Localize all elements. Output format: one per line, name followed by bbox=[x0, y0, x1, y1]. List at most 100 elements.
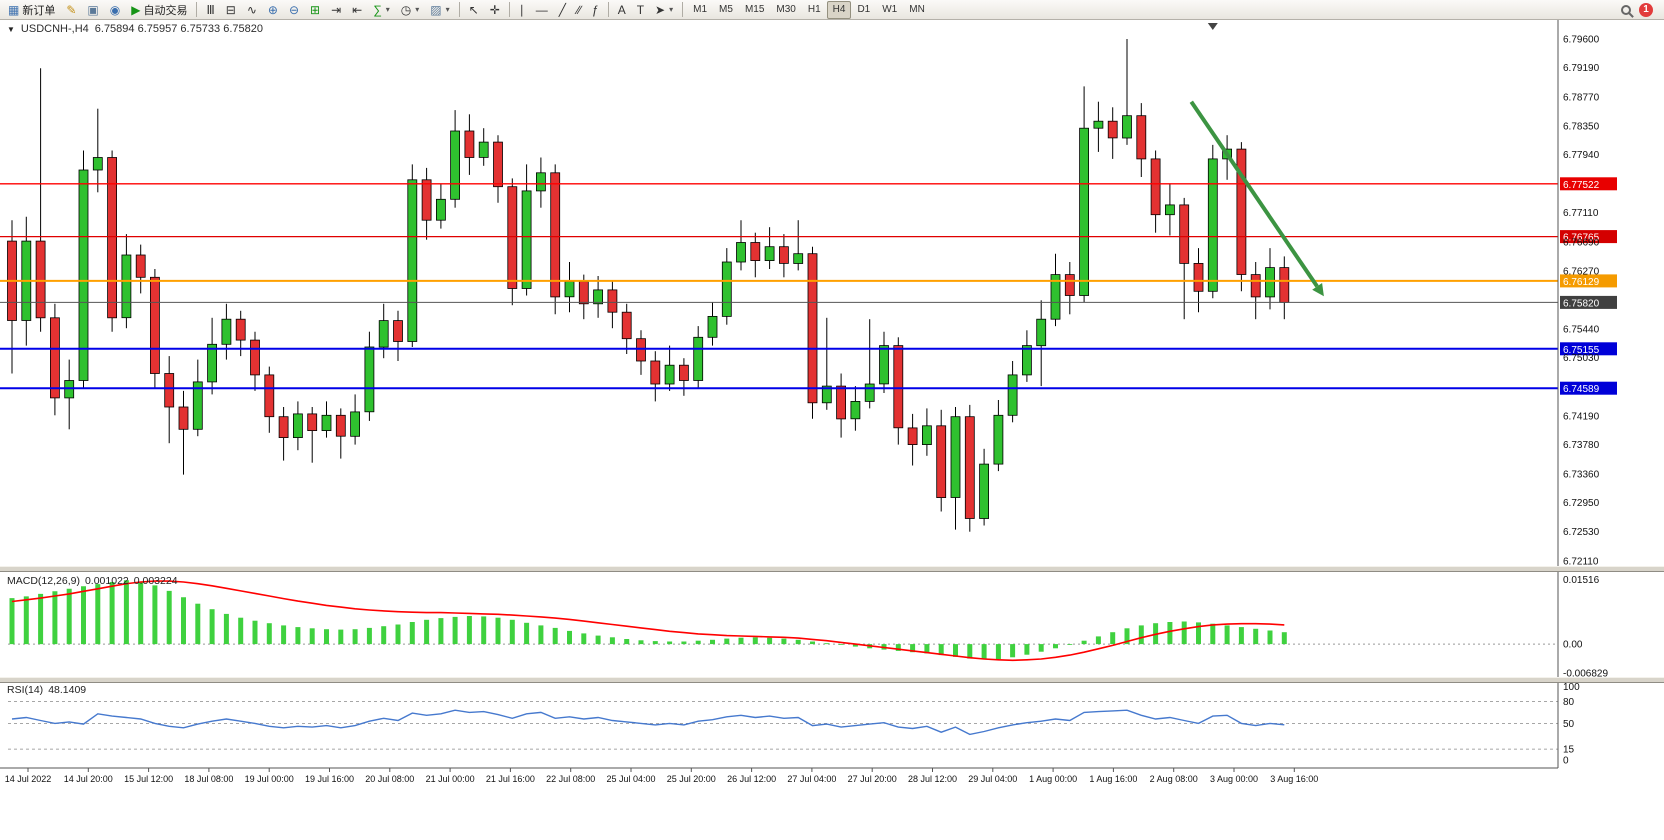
macd-tick-label: -0.006829 bbox=[1563, 669, 1608, 680]
text-button[interactable]: A bbox=[613, 1, 631, 19]
rsi-indicator-label: RSI(14) 48.1409 bbox=[7, 684, 86, 696]
levels-layer bbox=[8, 701, 1558, 750]
rsi-tick-label: 0 bbox=[1563, 756, 1569, 767]
main-toolbar: ▦ 新订单 ✎ ▣ ◉ ▶ 自动交易 Ⅲ ⊟ ∿ ⊕ ⊖ ⊞ ⇥ ⇤ ∑ ▾ ◷ bbox=[0, 0, 1664, 20]
price-level-label-text: 6.76765 bbox=[1563, 233, 1600, 244]
text-label-button[interactable]: T bbox=[632, 1, 649, 19]
indicators-button[interactable]: ∑ ▾ bbox=[368, 1, 395, 19]
timeframe-m1-button[interactable]: M1 bbox=[687, 1, 713, 19]
bull-candle bbox=[478, 141, 489, 158]
shapes-icon: ➤ bbox=[655, 2, 666, 17]
rsi-name: RSI(14) bbox=[7, 684, 44, 696]
new-order-button[interactable]: ▦ 新订单 bbox=[3, 1, 60, 19]
chart-shift-button[interactable]: ⇤ bbox=[347, 1, 367, 19]
bear-candle bbox=[550, 172, 561, 298]
price-tick-label: 6.78770 bbox=[1563, 92, 1600, 103]
symbol-menu-icon[interactable]: ▼ bbox=[7, 24, 15, 34]
chart-window: 6.77522 6.76765 6.76129 6.75820 6.75155 6.745… bbox=[0, 20, 1664, 840]
timeframe-h4-button[interactable]: H4 bbox=[826, 0, 852, 19]
notification-badge[interactable]: 1 bbox=[1639, 2, 1653, 17]
fibonacci-icon: ƒ bbox=[592, 2, 599, 17]
bear-candle bbox=[607, 289, 618, 313]
bull-candle bbox=[378, 320, 389, 348]
timeframe-m30-button[interactable]: M30 bbox=[770, 1, 801, 19]
time-tick-label: 15 Jul 12:00 bbox=[124, 774, 173, 784]
bull-candle bbox=[536, 172, 546, 192]
bull-candle bbox=[593, 289, 603, 305]
zoom-out-button[interactable]: ⊖ bbox=[284, 1, 304, 19]
shapes-button[interactable]: ➤ ▾ bbox=[650, 1, 678, 19]
bear-candle bbox=[235, 318, 246, 341]
new-order-icon: ▦ bbox=[8, 2, 20, 17]
bear-candle bbox=[1279, 267, 1290, 303]
bear-candle bbox=[893, 345, 904, 429]
horizontal-line-button[interactable]: ― bbox=[531, 1, 553, 19]
vertical-line-button[interactable]: ∣ bbox=[514, 1, 530, 19]
price-level-label bbox=[1560, 295, 1617, 309]
bull-candle bbox=[564, 281, 575, 298]
timeframe-mn-button[interactable]: MN bbox=[903, 1, 931, 19]
time-tick-label: 2 Aug 08:00 bbox=[1150, 774, 1198, 784]
price-level-label bbox=[1560, 274, 1617, 288]
trendline-button[interactable]: ╱ bbox=[554, 1, 571, 19]
periods-button[interactable]: ◷ ▾ bbox=[396, 1, 425, 19]
bear-candle bbox=[507, 186, 518, 289]
profiles-button[interactable]: ◉ bbox=[105, 1, 125, 19]
panel-separator[interactable] bbox=[0, 566, 1664, 572]
dropdown-arrow-icon: ▾ bbox=[669, 5, 674, 14]
price-tick-label: 6.72950 bbox=[1563, 498, 1600, 509]
bear-candle bbox=[936, 425, 947, 498]
auto-scroll-button[interactable]: ⇥ bbox=[326, 1, 346, 19]
tile-windows-button[interactable]: ⊞ bbox=[305, 1, 325, 19]
macd-tick-label: 0.01516 bbox=[1563, 575, 1600, 586]
bull-candle bbox=[121, 254, 132, 319]
bear-candle bbox=[1136, 115, 1147, 160]
price-tick-label: 6.73360 bbox=[1563, 469, 1600, 480]
price-chart-canvas[interactable]: 6.77522 6.76765 6.76129 6.75820 6.75155 6.745… bbox=[0, 20, 1664, 790]
templates-button[interactable]: ▨ ▾ bbox=[425, 1, 454, 19]
new-chart-button[interactable]: ▣ bbox=[82, 1, 103, 19]
bull-candle bbox=[435, 198, 446, 221]
price-level-label bbox=[1560, 177, 1617, 191]
timeframe-m5-button[interactable]: M5 bbox=[713, 1, 739, 19]
channel-button[interactable]: ∕∕ bbox=[572, 1, 586, 19]
bull-candle bbox=[521, 190, 532, 289]
channel-icon: ∕∕ bbox=[576, 2, 581, 17]
price-tick-label: 6.77110 bbox=[1563, 208, 1599, 219]
horizontal-line-icon: ― bbox=[535, 2, 548, 17]
search-icon[interactable] bbox=[1621, 4, 1631, 15]
price-tick-label: 6.78350 bbox=[1563, 122, 1600, 133]
bars-chart-button[interactable]: Ⅲ bbox=[201, 1, 219, 19]
dropdown-arrow-icon: ▾ bbox=[445, 5, 450, 14]
fibonacci-button[interactable]: ƒ bbox=[587, 1, 604, 19]
time-tick-label: 20 Jul 08:00 bbox=[365, 774, 414, 784]
bull-candle bbox=[821, 385, 832, 404]
autotrade-button[interactable]: ▶ 自动交易 bbox=[126, 1, 192, 19]
rsi-tick-label: 80 bbox=[1563, 697, 1575, 708]
bull-candle bbox=[850, 400, 861, 420]
metaeditor-button[interactable]: ✎ bbox=[61, 1, 81, 19]
macd-value-signal: 0.003224 bbox=[133, 575, 178, 587]
time-tick-label: 21 Jul 16:00 bbox=[486, 774, 535, 784]
candles-chart-button[interactable]: ⊟ bbox=[221, 1, 241, 19]
bull-candle bbox=[922, 425, 932, 445]
price-tick-label: 6.76690 bbox=[1563, 237, 1600, 248]
time-tick-label: 14 Jul 2022 bbox=[5, 774, 52, 784]
price-tick-label: 6.75030 bbox=[1563, 353, 1600, 364]
trendline-icon: ╱ bbox=[558, 2, 566, 17]
line-chart-button[interactable]: ∿ bbox=[242, 1, 262, 19]
bear-candle bbox=[1064, 274, 1075, 296]
panel-separator[interactable] bbox=[0, 677, 1664, 683]
tile-windows-icon: ⊞ bbox=[310, 2, 321, 17]
cursor-button[interactable]: ↖ bbox=[464, 1, 484, 19]
macd-value-main: 0.001022 bbox=[84, 575, 129, 587]
timeframe-m15-button[interactable]: M15 bbox=[739, 1, 770, 19]
time-tick-label: 29 Jul 04:00 bbox=[968, 774, 1017, 784]
crosshair-button[interactable]: ✛ bbox=[485, 1, 505, 19]
timeframe-d1-button[interactable]: D1 bbox=[851, 1, 876, 19]
zoom-in-button[interactable]: ⊕ bbox=[263, 1, 283, 19]
timeframe-h1-button[interactable]: H1 bbox=[802, 1, 827, 19]
price-level-label-text: 6.76129 bbox=[1563, 277, 1600, 288]
timeframe-w1-button[interactable]: W1 bbox=[876, 1, 903, 19]
annotations-layer bbox=[1189, 23, 1324, 297]
